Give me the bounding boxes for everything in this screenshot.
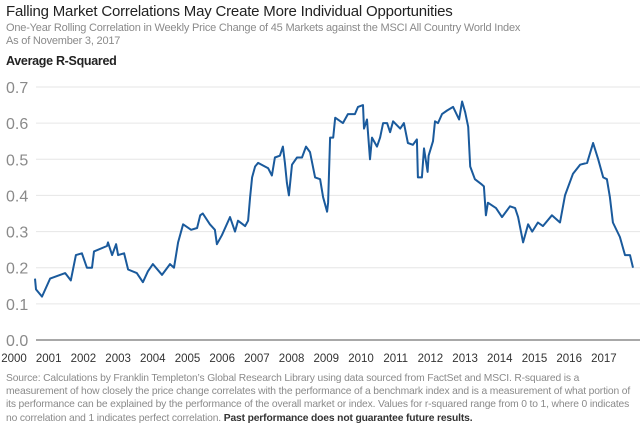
x-tick-label: 2010 xyxy=(348,353,374,365)
y-tick-label: 0.4 xyxy=(6,188,28,205)
footnote-text: Source: Calculations by Franklin Templet… xyxy=(6,373,631,424)
x-tick-label: 2005 xyxy=(175,353,201,365)
x-tick-label: 2011 xyxy=(383,353,408,365)
y-tick-label: 0.0 xyxy=(6,333,28,350)
chart-title: Falling Market Correlations May Create M… xyxy=(6,3,453,20)
x-tick-label: 2006 xyxy=(209,353,235,365)
x-tick-label: 2014 xyxy=(487,353,513,365)
footnote-disclaimer: Past performance does not guarantee futu… xyxy=(223,412,473,424)
x-tick-label: 2002 xyxy=(71,353,97,365)
as-of-date: As of November 3, 2017 xyxy=(6,35,121,47)
x-tick-label: 2001 xyxy=(36,353,62,365)
y-tick-label: 0.6 xyxy=(6,116,28,133)
y-tick-label: 0.2 xyxy=(6,261,28,278)
y-tick-label: 0.5 xyxy=(6,152,28,169)
x-tick-label: 2012 xyxy=(418,353,444,365)
x-tick-label: 2015 xyxy=(522,353,548,365)
x-tick-label: 2007 xyxy=(244,353,270,365)
y-tick-label: 0.3 xyxy=(6,225,28,242)
x-tick-label: 2009 xyxy=(314,353,340,365)
x-tick-label: 2003 xyxy=(105,353,131,365)
x-tick-label: 2000 xyxy=(1,353,27,365)
series-line-average-r-squared xyxy=(34,100,634,298)
x-tick-label: 2008 xyxy=(279,353,305,365)
chart-subtitle: One-Year Rolling Correlation in Weekly P… xyxy=(6,22,521,34)
y-tick-label: 0.7 xyxy=(6,80,28,97)
x-tick-label: 2013 xyxy=(452,353,478,365)
y-axis-label: Average R-Squared xyxy=(6,54,117,68)
x-tick-label: 2017 xyxy=(591,353,617,365)
footnote: Source: Calculations by Franklin Templet… xyxy=(6,372,638,425)
y-tick-label: 0.1 xyxy=(6,297,28,314)
x-tick-label: 2016 xyxy=(556,353,582,365)
x-tick-label: 2004 xyxy=(140,353,166,365)
